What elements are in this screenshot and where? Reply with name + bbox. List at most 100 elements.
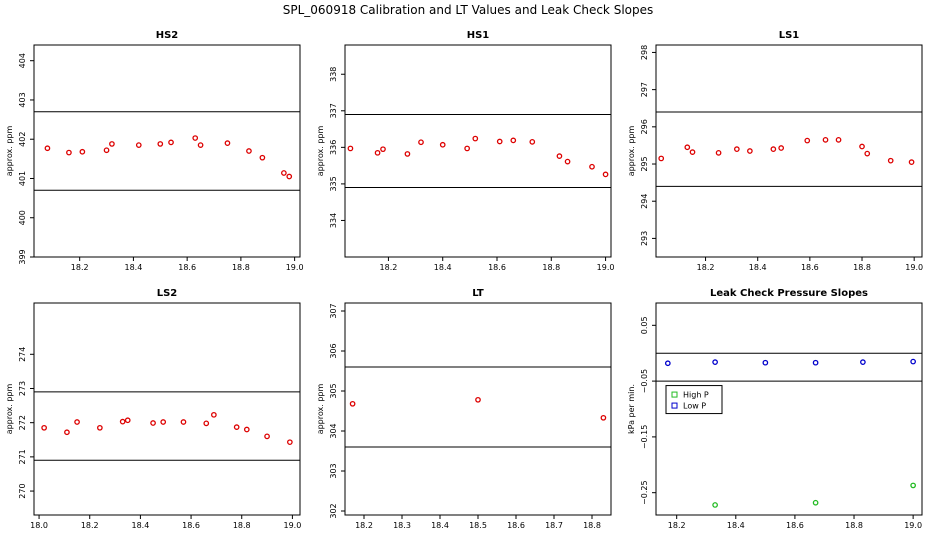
data-point xyxy=(211,411,217,418)
y-tick-label: 305 xyxy=(329,383,338,398)
data-point xyxy=(475,396,481,403)
plot-frame xyxy=(655,44,923,258)
y-tick-label: 297 xyxy=(640,82,649,97)
legend-marker xyxy=(671,391,678,398)
y-tick-label: −0.05 xyxy=(640,369,649,394)
data-point xyxy=(203,420,210,427)
legend-label: Low P xyxy=(683,402,706,411)
y-tick-label: 336 xyxy=(329,140,338,155)
x-tick-label: 18.6 xyxy=(507,521,525,530)
data-point xyxy=(658,155,665,162)
x-tick-label: 19.0 xyxy=(904,521,922,530)
data-point xyxy=(439,141,446,148)
y-tick-label: 307 xyxy=(329,303,338,318)
y-tick-label: 303 xyxy=(329,463,338,478)
data-point xyxy=(243,426,250,433)
plot-frame xyxy=(33,302,301,516)
data-point xyxy=(41,424,47,431)
data-point xyxy=(689,149,696,155)
y-axis-label: approx. ppm xyxy=(627,126,636,177)
data-point xyxy=(44,145,51,152)
data-point xyxy=(770,146,777,152)
data-point xyxy=(778,145,785,151)
y-tick-label: −0.25 xyxy=(640,480,649,505)
x-tick-label: 18.8 xyxy=(542,263,560,272)
data-point xyxy=(464,145,470,152)
data-point xyxy=(715,150,722,156)
panel-1: HS2 18.2 18.4 18.6 18.8 19.0 399 400 401 402 403 40… xyxy=(5,30,304,272)
data-point xyxy=(812,499,819,506)
data-point xyxy=(910,482,916,489)
data-point xyxy=(600,414,607,421)
data-point xyxy=(160,419,167,425)
y-tick-label: 404 xyxy=(18,53,27,68)
x-tick-label: 19.0 xyxy=(905,263,923,272)
y-tick-label: 298 xyxy=(640,45,649,60)
data-point xyxy=(150,420,156,426)
data-point xyxy=(374,149,381,156)
panel-title: LS1 xyxy=(779,30,800,41)
data-point xyxy=(224,140,231,146)
y-tick-label: 296 xyxy=(640,119,649,134)
data-point xyxy=(887,157,894,164)
data-point xyxy=(347,145,354,152)
data-point xyxy=(812,359,819,366)
x-tick-label: 18.2 xyxy=(380,263,398,272)
legend-label: High P xyxy=(683,391,709,400)
data-point xyxy=(124,417,131,424)
y-axis-label: approx. ppm xyxy=(5,384,14,435)
data-point xyxy=(418,139,424,146)
data-point xyxy=(529,139,536,145)
x-tick-label: 18.4 xyxy=(727,521,745,530)
data-point xyxy=(564,158,571,165)
data-point xyxy=(192,135,199,141)
data-point xyxy=(197,142,204,148)
x-tick-label: 19.0 xyxy=(283,521,301,530)
x-tick-label: 18.6 xyxy=(801,263,819,272)
y-tick-label: 402 xyxy=(18,132,27,147)
x-tick-label: 18.8 xyxy=(583,521,601,530)
data-point xyxy=(380,146,386,153)
x-tick-label: 18.4 xyxy=(749,263,767,272)
data-point xyxy=(246,148,252,154)
y-tick-label: 274 xyxy=(18,347,27,362)
x-tick-label: 18.2 xyxy=(668,521,686,530)
data-point xyxy=(556,153,563,159)
y-tick-label: 293 xyxy=(640,231,649,246)
data-point xyxy=(712,359,718,365)
x-tick-label: 18.6 xyxy=(178,263,196,272)
data-point xyxy=(804,137,811,144)
x-tick-label: 18.7 xyxy=(545,521,563,530)
y-tick-label: 338 xyxy=(329,67,338,82)
data-point xyxy=(64,429,70,436)
data-point xyxy=(97,424,103,431)
data-point xyxy=(664,360,671,367)
x-tick-label: 18.4 xyxy=(434,263,452,272)
y-tick-label: 335 xyxy=(329,176,338,191)
data-point xyxy=(168,139,174,146)
y-tick-label: 334 xyxy=(329,213,338,228)
y-tick-label: 0.05 xyxy=(640,316,649,334)
panel-4: LS2 18.0 18.2 18.4 18.6 18.8 19.0 270 271 272 273 2… xyxy=(5,288,301,530)
panel-title: Leak Check Pressure Slopes xyxy=(710,288,868,299)
x-tick-label: 18.8 xyxy=(232,263,250,272)
panel-title: LS2 xyxy=(157,288,178,299)
x-tick-label: 18.4 xyxy=(125,263,143,272)
data-point xyxy=(684,144,691,151)
x-tick-label: 18.2 xyxy=(71,263,89,272)
data-point xyxy=(864,150,871,157)
data-point xyxy=(109,141,115,147)
figure-title: SPL_060918 Calibration and LT Values and… xyxy=(283,3,654,17)
panel-title: LT xyxy=(472,288,484,299)
y-tick-label: 399 xyxy=(18,249,27,264)
data-point xyxy=(103,147,110,154)
panel-title: HS1 xyxy=(467,30,490,41)
y-axis-label: approx. ppm xyxy=(316,126,325,177)
legend-box xyxy=(665,385,723,415)
data-point xyxy=(157,141,164,147)
data-point xyxy=(908,159,915,166)
data-point xyxy=(404,151,411,157)
y-tick-label: 294 xyxy=(640,194,649,209)
legend-marker xyxy=(671,402,678,409)
